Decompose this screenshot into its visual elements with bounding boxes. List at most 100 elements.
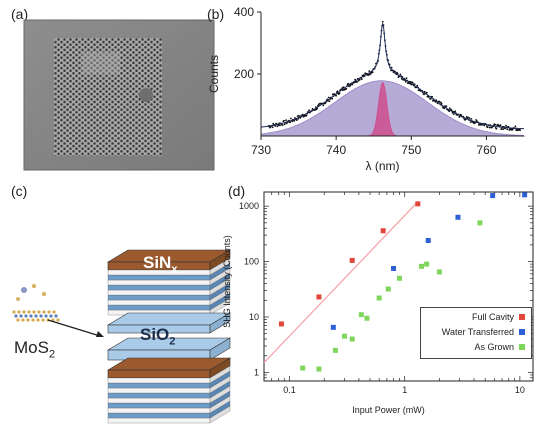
data-point [445, 105, 448, 107]
data-point [278, 321, 284, 327]
data-point [432, 99, 434, 102]
sinx-bottom-slab [106, 357, 232, 379]
data-point [300, 365, 306, 371]
mos2-flake-icon [12, 283, 60, 322]
panel-label-d: (d) [228, 183, 246, 199]
legend-label: Water Transferred [441, 327, 514, 337]
data-point [336, 90, 339, 93]
panel-label-a: (a) [11, 6, 29, 22]
data-point [316, 294, 322, 300]
data-point [285, 119, 287, 122]
data-point [490, 193, 496, 199]
x-axis-label: Input Power (mW) [352, 405, 425, 415]
y-tick-label: 1000 [239, 201, 259, 211]
y-axis-label: SHG Intensity (Counts) [222, 235, 232, 328]
x-tick-label: 740 [326, 143, 346, 157]
mos2-label: MoS2 [14, 338, 56, 361]
data-point [341, 333, 347, 339]
y-axis-label: Counts [207, 55, 221, 93]
data-point [415, 201, 421, 207]
data-point [367, 74, 370, 76]
broad-gaussian-fill [260, 80, 526, 137]
x-tick-label: 10 [515, 385, 525, 395]
sinx-label: SiNx [143, 253, 178, 276]
data-point [347, 82, 350, 85]
sem-image [23, 19, 215, 171]
data-point [419, 263, 425, 269]
data-point [289, 121, 292, 124]
x-tick-label: 1 [402, 385, 407, 395]
data-point [436, 269, 442, 275]
data-point [522, 192, 528, 198]
data-point [455, 214, 461, 220]
data-point [376, 295, 382, 301]
data-point [345, 87, 348, 90]
data-point [494, 123, 496, 126]
x-tick-label: 750 [401, 143, 421, 157]
data-point [327, 96, 330, 99]
top-mirror-stack [107, 257, 231, 316]
data-point [330, 324, 336, 330]
data-point [271, 126, 274, 129]
legend-swatch [519, 329, 525, 335]
data-point [328, 100, 331, 102]
x-axis-label: λ (nm) [366, 159, 400, 173]
sio2-upper-slab [106, 312, 232, 334]
data-point [469, 121, 472, 123]
data-point [423, 93, 425, 96]
shg-chart: 0.1 1 10 1 10 100 1000 Input Power (mW) SHG Inte… [222, 191, 534, 415]
panel-label-c: (c) [11, 183, 28, 199]
plot-frame [263, 191, 534, 382]
data-point [357, 79, 360, 82]
data-point [391, 265, 397, 271]
data-point [298, 114, 300, 117]
data-point [349, 85, 352, 87]
legend-entry-full-cavity: Full Cavity [472, 312, 525, 322]
data-point [341, 87, 344, 89]
data-point [483, 124, 486, 127]
data-point [289, 117, 292, 120]
data-point [332, 347, 338, 353]
data-point [400, 77, 403, 80]
data-point [396, 275, 402, 281]
data-point [506, 128, 509, 131]
data-point [486, 126, 489, 129]
sinx-top-slab [106, 249, 232, 271]
data-point [425, 91, 428, 94]
data-point [283, 123, 286, 126]
data-point [470, 118, 473, 120]
data-point [399, 73, 402, 76]
sio2-label: SiO2 [140, 325, 176, 348]
legend-entry-water-transferred: Water Transferred [442, 327, 525, 337]
data-point [467, 116, 469, 119]
data-point [335, 94, 337, 97]
data-point [405, 77, 408, 80]
data-point [416, 84, 419, 87]
legend-entry-as-grown: As Grown [474, 342, 525, 352]
legend-swatch [519, 344, 525, 350]
data-point [477, 124, 480, 126]
x-tick-label: 730 [251, 143, 271, 157]
data-point [279, 124, 281, 127]
data-point [349, 336, 355, 342]
data-point [452, 113, 455, 115]
data-point [368, 70, 371, 73]
data-point [380, 228, 386, 234]
data-point [514, 125, 517, 128]
y-tick-label: 400 [234, 5, 254, 19]
data-point [404, 81, 407, 83]
data-point [305, 114, 308, 117]
bottom-mirror-stack [107, 365, 231, 424]
cavity-schematic [12, 249, 232, 424]
arrow-icon [47, 319, 104, 337]
fit-line [260, 22, 524, 130]
data-point [322, 104, 325, 107]
data-point [385, 286, 391, 292]
data-point [331, 97, 333, 100]
data-point [351, 83, 354, 86]
data-point [443, 107, 446, 110]
x-tick-label: 760 [476, 143, 496, 157]
data-point [358, 78, 361, 81]
data-point [316, 366, 322, 372]
data-point [291, 120, 294, 123]
